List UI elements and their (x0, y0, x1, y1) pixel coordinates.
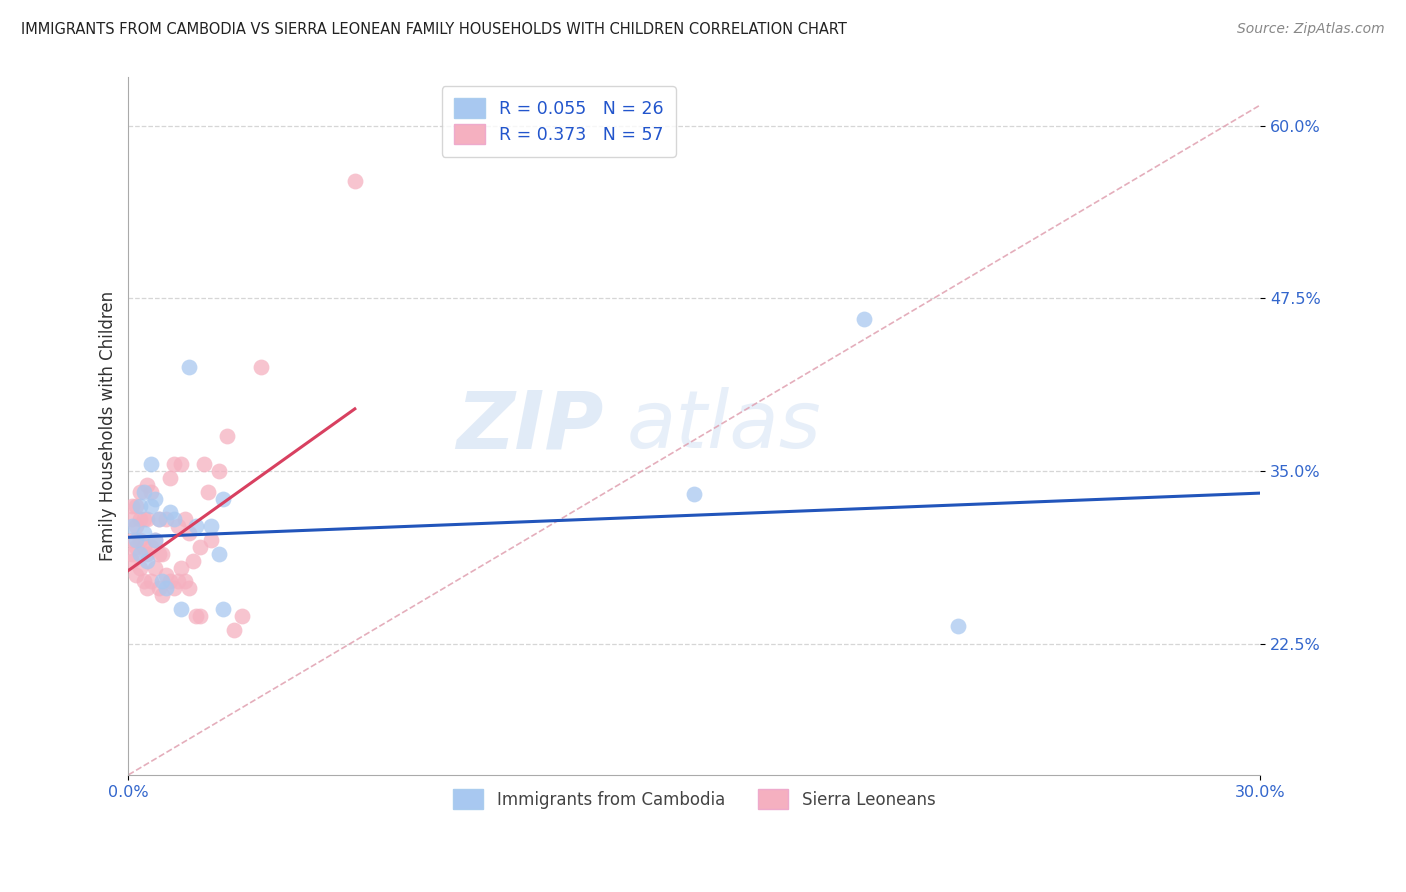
Point (186, 519, 208, 533)
Point (193, 457, 215, 471)
Point (143, 560, 166, 574)
Point (174, 512, 197, 526)
Legend: Immigrants from Cambodia, Sierra Leoneans: Immigrants from Cambodia, Sierra Leonean… (447, 782, 942, 815)
Point (132, 574, 155, 589)
Point (121, 554, 143, 568)
Point (159, 471, 181, 485)
Point (177, 526, 200, 541)
Y-axis label: Family Households with Children: Family Households with Children (100, 291, 117, 561)
Text: atlas: atlas (627, 387, 821, 465)
Point (136, 547, 159, 561)
Point (132, 540, 155, 554)
Point (163, 582, 186, 596)
Point (343, 174, 366, 188)
Point (121, 519, 143, 533)
Point (139, 499, 162, 513)
Point (136, 554, 159, 568)
Point (128, 560, 150, 574)
Point (125, 533, 148, 547)
Point (128, 533, 150, 547)
Point (211, 602, 233, 616)
Point (148, 547, 170, 561)
Point (128, 547, 150, 561)
Point (188, 609, 211, 624)
Point (148, 582, 170, 596)
Point (211, 491, 233, 506)
Point (208, 547, 231, 561)
Point (139, 540, 162, 554)
Point (143, 533, 166, 547)
Point (143, 491, 166, 506)
Point (128, 484, 150, 499)
Point (121, 533, 143, 547)
Point (224, 623, 246, 637)
Point (136, 582, 159, 596)
Point (155, 582, 177, 596)
Point (128, 512, 150, 526)
Point (121, 512, 143, 526)
Point (143, 533, 166, 547)
Point (125, 540, 148, 554)
Point (132, 484, 155, 499)
Point (155, 567, 177, 582)
Point (121, 499, 143, 513)
Point (155, 512, 177, 526)
Point (163, 512, 186, 526)
Point (125, 519, 148, 533)
Point (159, 505, 181, 519)
Text: ZIP: ZIP (457, 387, 603, 465)
Point (200, 519, 222, 533)
Point (170, 560, 193, 574)
Point (683, 487, 706, 501)
Point (152, 588, 174, 602)
Point (139, 484, 162, 499)
Point (200, 533, 222, 547)
Point (132, 512, 155, 526)
Point (231, 609, 253, 624)
Point (148, 512, 170, 526)
Point (948, 618, 970, 632)
Point (215, 429, 238, 443)
Point (152, 574, 174, 589)
Point (177, 360, 200, 375)
Point (853, 312, 876, 326)
Point (170, 602, 193, 616)
Point (121, 547, 143, 561)
Point (159, 574, 181, 589)
Point (170, 457, 193, 471)
Point (177, 582, 200, 596)
Point (181, 554, 204, 568)
Point (128, 499, 150, 513)
Point (197, 484, 219, 499)
Point (174, 574, 197, 589)
Point (152, 547, 174, 561)
Point (249, 360, 271, 375)
Point (139, 457, 162, 471)
Point (148, 512, 170, 526)
Point (136, 512, 159, 526)
Point (139, 574, 162, 589)
Point (136, 478, 159, 492)
Point (132, 526, 155, 541)
Point (186, 609, 208, 624)
Text: Source: ZipAtlas.com: Source: ZipAtlas.com (1237, 22, 1385, 37)
Point (166, 519, 188, 533)
Point (166, 574, 188, 589)
Point (125, 499, 148, 513)
Text: IMMIGRANTS FROM CAMBODIA VS SIERRA LEONEAN FAMILY HOUSEHOLDS WITH CHILDREN CORRE: IMMIGRANTS FROM CAMBODIA VS SIERRA LEONE… (21, 22, 846, 37)
Point (163, 457, 186, 471)
Point (208, 464, 231, 478)
Point (125, 567, 148, 582)
Point (188, 540, 211, 554)
